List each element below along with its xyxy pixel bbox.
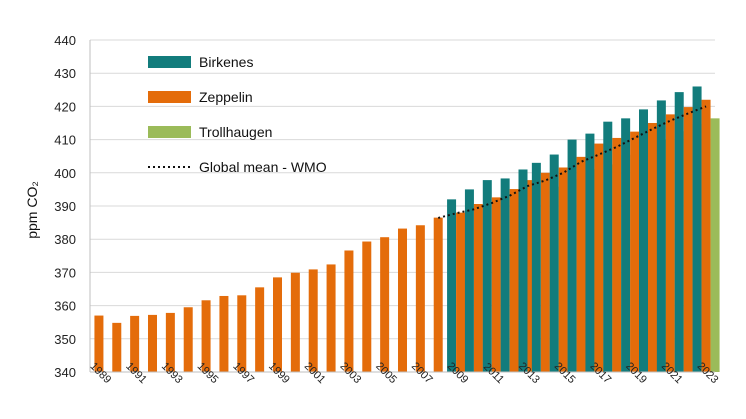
- bar-zeppelin-2020: [648, 123, 657, 372]
- y-tick-label: 370: [54, 265, 76, 280]
- bar-birkenes-2023: [692, 86, 702, 372]
- legend-label-trollhaugen: Trollhaugen: [199, 124, 272, 140]
- bar-birkenes-2013: [518, 169, 528, 372]
- y-tick-label: 430: [54, 66, 76, 81]
- legend-swatch-birkenes: [148, 56, 191, 68]
- bar-birkenes-2015: [549, 154, 559, 372]
- bar-zeppelin-2022: [683, 107, 693, 373]
- legend-swatch-zeppelin: [148, 91, 191, 103]
- bar-birkenes-2014: [531, 162, 541, 372]
- bar-zeppelin-2017: [594, 143, 604, 372]
- bar-zeppelin-2009: [456, 212, 466, 372]
- bar-birkenes-2009: [447, 199, 457, 372]
- bar-zeppelin-2016: [576, 156, 586, 372]
- bar-zeppelin-2021: [665, 114, 675, 373]
- x-tick-label: 1993: [159, 360, 185, 386]
- axes-group: [89, 40, 715, 373]
- bar-zeppelin-2005: [380, 237, 390, 372]
- legend-label-global-mean-wmo: Global mean - WMO: [199, 159, 327, 175]
- y-tick-label: 420: [54, 99, 76, 114]
- bar-zeppelin-1993: [165, 312, 175, 372]
- bar-birkenes-2017: [585, 133, 595, 372]
- bar-birkenes-2018: [603, 121, 613, 372]
- y-tick-label: 340: [54, 365, 76, 380]
- bar-zeppelin-2012: [509, 189, 519, 372]
- wmo-line-group: [437, 105, 707, 219]
- x-tick-label: 1991: [123, 360, 149, 386]
- y-tick-label: 400: [54, 166, 76, 181]
- bar-zeppelin-2011: [491, 197, 501, 372]
- bar-zeppelin-2003: [344, 250, 354, 372]
- y-tick-label: 360: [54, 299, 76, 314]
- bar-zeppelin-1999: [273, 277, 282, 372]
- x-tick-label: 2001: [302, 360, 328, 386]
- legend-label-zeppelin: Zeppelin: [199, 89, 253, 105]
- bar-zeppelin-1997: [237, 295, 247, 372]
- bar-birkenes-2021: [656, 100, 666, 372]
- bars-group: [94, 86, 720, 373]
- y-axis-label: ppm CO₂: [24, 181, 40, 239]
- bar-birkenes-2012: [500, 178, 510, 372]
- line-global-mean-wmo: [437, 105, 707, 219]
- x-tick-label: 2007: [409, 360, 435, 386]
- bar-zeppelin-2015: [558, 167, 568, 372]
- bar-zeppelin-2001: [308, 269, 318, 372]
- y-tick-label: 380: [54, 232, 76, 247]
- y-tick-label: 390: [54, 199, 76, 214]
- bar-zeppelin-1992: [148, 314, 157, 372]
- legend: Birkenes Zeppelin Trollhaugen Global mean -…: [148, 54, 327, 175]
- bar-zeppelin-2019: [630, 131, 640, 372]
- x-tick-label: 1995: [195, 360, 221, 386]
- bar-zeppelin-2010: [473, 204, 483, 372]
- x-tick-label: 2003: [337, 360, 363, 386]
- bar-zeppelin-2018: [612, 137, 622, 372]
- bar-zeppelin-2004: [362, 241, 372, 372]
- bar-birkenes-2011: [482, 180, 492, 372]
- bar-zeppelin-1995: [201, 300, 211, 372]
- bar-zeppelin-2023: [701, 99, 711, 372]
- bar-zeppelin-1989: [94, 315, 104, 372]
- bar-zeppelin-1990: [112, 322, 122, 372]
- bar-trollhaugen-2023: [710, 118, 720, 373]
- y-tick-label: 350: [54, 332, 76, 347]
- bar-zeppelin-1996: [219, 295, 229, 372]
- bar-zeppelin-1991: [130, 315, 140, 372]
- bar-birkenes-2010: [464, 189, 474, 372]
- y-tick-label: 410: [54, 133, 76, 148]
- bar-birkenes-2022: [674, 92, 684, 373]
- bar-zeppelin-1998: [255, 287, 265, 372]
- y-tick-label: 440: [54, 33, 76, 48]
- legend-label-birkenes: Birkenes: [199, 54, 253, 70]
- bar-zeppelin-2006: [398, 228, 407, 372]
- bar-zeppelin-2008: [433, 217, 443, 372]
- bar-zeppelin-2000: [290, 272, 300, 372]
- x-tick-label: 1999: [266, 360, 292, 386]
- x-tick-label: 1997: [230, 360, 256, 386]
- x-tick-label: 2005: [373, 360, 399, 386]
- legend-swatch-trollhaugen: [148, 126, 191, 138]
- bar-zeppelin-2007: [415, 225, 425, 372]
- bar-zeppelin-2014: [540, 172, 550, 372]
- bar-zeppelin-2002: [326, 264, 336, 372]
- bar-birkenes-2020: [639, 109, 648, 372]
- bar-birkenes-2016: [567, 139, 577, 372]
- y-tick-labels: 340 350 360 370 380 390 400 410 420 430 440: [54, 33, 76, 380]
- x-tick-label: 1989: [87, 360, 113, 386]
- bar-zeppelin-1994: [183, 307, 193, 372]
- bar-birkenes-2019: [621, 118, 631, 373]
